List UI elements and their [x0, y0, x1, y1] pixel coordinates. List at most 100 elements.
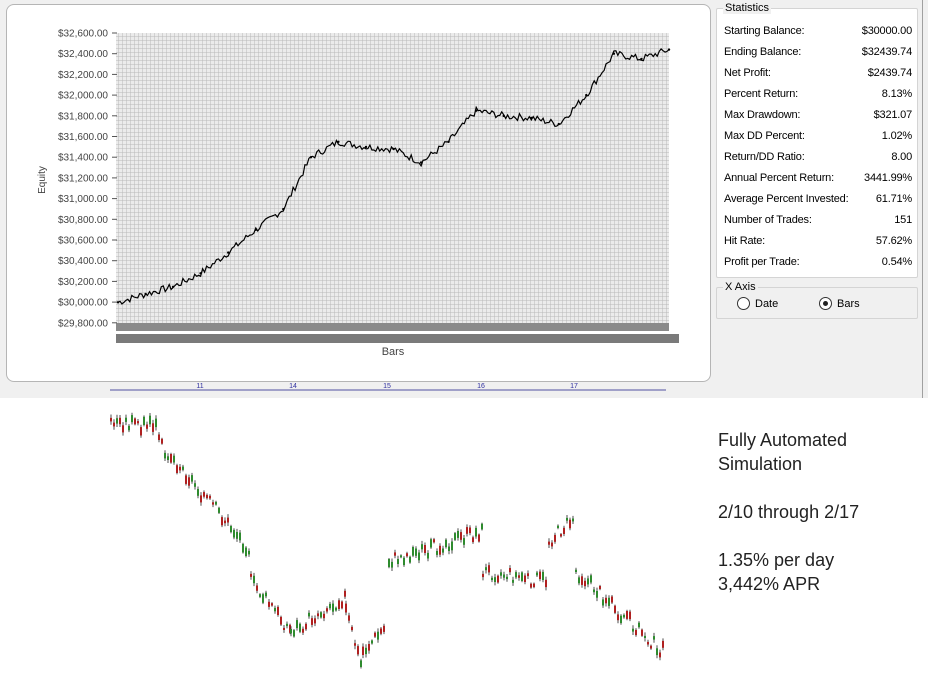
stat-label: Max Drawdown:	[724, 109, 801, 121]
y-axis-label: Equity	[37, 166, 48, 194]
candle-body	[509, 568, 511, 573]
note-line-4: 1.35% per day	[718, 550, 835, 570]
candle-body	[482, 573, 484, 578]
candle-body	[415, 548, 417, 556]
candle-body	[149, 415, 151, 425]
stat-row: Ending Balance: $32439.74	[724, 45, 912, 59]
equity-point	[502, 114, 505, 118]
stat-row: Return/DD Ratio: 8.00	[724, 150, 912, 164]
equity-point	[667, 48, 671, 51]
candle-body	[280, 616, 282, 625]
candle-body	[557, 525, 559, 528]
stat-value: 8.13%	[881, 88, 912, 100]
equity-chart: $32,600.00 $32,400.00 $32,200.00 $32,000.00…	[37, 29, 679, 358]
candle-body	[348, 615, 350, 621]
stat-value: 151	[894, 214, 912, 226]
candle-body	[578, 577, 580, 584]
candle-body	[587, 578, 589, 585]
equity-point	[612, 52, 616, 55]
stat-label: Net Profit:	[724, 67, 771, 79]
candle-body	[283, 627, 285, 630]
candle-body	[530, 583, 532, 588]
candle-body	[377, 631, 379, 640]
candle-body	[548, 541, 550, 545]
candle-body	[128, 425, 130, 431]
candle-body	[515, 572, 517, 578]
stat-label: Average Percent Invested:	[724, 193, 849, 205]
candle-body	[442, 548, 444, 553]
candle-body	[491, 577, 493, 581]
y-tick-label: $31,200.00	[58, 173, 108, 184]
candle-body	[360, 660, 362, 667]
candle-body	[427, 552, 429, 559]
candle-body	[608, 597, 610, 606]
candle-body	[614, 605, 616, 613]
candle-body	[626, 611, 628, 619]
candle-body	[125, 417, 127, 422]
candle-body	[113, 422, 115, 427]
candle-body	[191, 475, 193, 482]
candle-body	[161, 438, 163, 444]
candle-body	[357, 646, 359, 655]
candle-body	[317, 613, 319, 617]
candle-body	[233, 529, 235, 538]
y-tick-label: $30,000.00	[58, 298, 108, 309]
stat-row: Net Profit: $2439.74	[724, 66, 912, 80]
candle-body	[406, 553, 408, 557]
day-label: 17	[570, 383, 578, 390]
candle-body	[194, 483, 196, 487]
candle-body	[354, 643, 356, 646]
stat-row: Hit Rate: 57.62%	[724, 234, 912, 248]
candle-body	[466, 527, 468, 534]
candle-body	[332, 603, 334, 612]
note-line-5: 3,442% APR	[718, 574, 821, 594]
candle-body	[629, 611, 631, 620]
day-label: 11	[196, 383, 203, 390]
candle-body	[248, 550, 250, 555]
candle-body	[221, 517, 223, 526]
stat-value: 1.02%	[881, 130, 912, 142]
candle-body	[650, 645, 652, 649]
candle-body	[391, 561, 393, 568]
stat-label: Ending Balance:	[724, 46, 802, 58]
window-right-border	[922, 0, 923, 398]
statistics-title: Statistics	[723, 2, 772, 14]
candle-body	[605, 597, 607, 604]
bars-radio-label: Bars	[837, 298, 860, 310]
y-tick-label: $30,200.00	[58, 277, 108, 288]
equity-point	[475, 109, 478, 112]
candle-body	[122, 425, 124, 433]
candle-body	[500, 572, 502, 576]
stat-label: Max DD Percent:	[724, 130, 805, 142]
candle-body	[155, 418, 157, 428]
candle-body	[302, 628, 304, 633]
y-tick-label: $31,000.00	[58, 194, 108, 205]
stat-value: $321.07	[873, 109, 913, 121]
candle-body	[146, 424, 148, 429]
candle-body	[351, 626, 353, 631]
candle-body	[134, 418, 136, 425]
candle-body	[305, 623, 307, 630]
candles	[110, 412, 664, 669]
candle-body	[253, 575, 255, 584]
y-tick-label: $31,800.00	[58, 111, 108, 122]
candle-body	[245, 547, 247, 556]
candle-body	[143, 416, 145, 425]
candle-body	[488, 565, 490, 573]
candle-body	[581, 576, 583, 585]
stat-value: 61.71%	[875, 193, 912, 205]
equity-point	[640, 57, 643, 61]
stat-value: $2439.74	[867, 67, 912, 79]
candle-body	[448, 546, 450, 551]
candle-body	[412, 547, 414, 556]
candle-body	[338, 600, 340, 609]
candle-body	[326, 608, 328, 612]
candle-body	[656, 648, 658, 656]
candle-body	[494, 577, 496, 582]
equity-point	[557, 122, 560, 126]
candle-body	[116, 418, 118, 424]
y-tick-label: $30,600.00	[58, 236, 108, 247]
equity-series	[116, 48, 671, 305]
y-tick-label: $31,400.00	[58, 153, 108, 164]
stat-row: Percent Return: 8.13%	[724, 87, 912, 101]
